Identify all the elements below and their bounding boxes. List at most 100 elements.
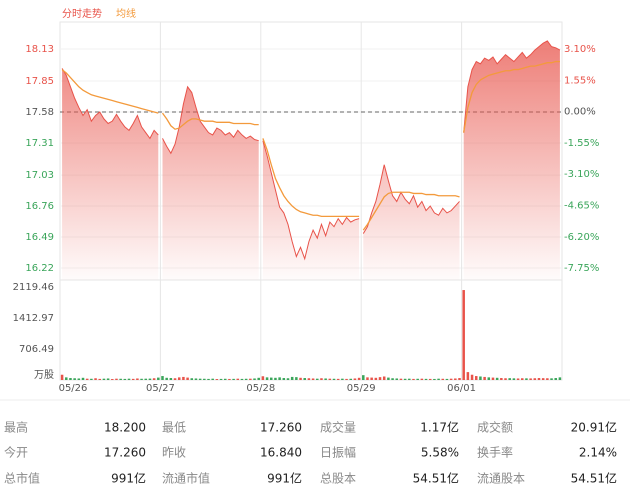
volume-bar (428, 378, 432, 380)
volume-bar (286, 378, 290, 380)
volume-bar (512, 378, 516, 380)
volume-bar (98, 378, 101, 380)
volume-bar (546, 378, 549, 380)
volume-bar (215, 379, 219, 380)
volume-bar (111, 379, 114, 380)
volume-bar (525, 378, 528, 380)
y2-tick-label: -6.20% (564, 232, 599, 243)
volume-bar (169, 378, 173, 380)
volume-bar (474, 376, 478, 380)
volume-bar (420, 378, 424, 380)
stat-label: 日振幅 (320, 445, 356, 460)
volume-bar (85, 378, 89, 380)
y2-tick-label: -3.10% (564, 169, 599, 180)
volume-bar (382, 376, 386, 380)
volume-bar (366, 377, 369, 380)
volume-bar (387, 377, 390, 380)
volume-bar (123, 378, 127, 380)
stat-value: 991亿 (111, 471, 146, 486)
y-tick-label: 16.49 (25, 232, 54, 243)
volume-bar (190, 378, 194, 380)
y-tick-label: 16.22 (25, 263, 54, 274)
volume-bar (504, 378, 507, 380)
volume-bar (278, 377, 281, 380)
stat-label: 总股本 (320, 472, 356, 486)
volume-tick-label: 1412.97 (13, 313, 54, 324)
volume-bar (491, 377, 495, 380)
volume-bar (395, 378, 399, 380)
y2-tick-label: -7.75% (564, 263, 599, 274)
volume-bar (265, 377, 269, 380)
volume-tick-label: 万股 (34, 369, 54, 381)
volume-bar (316, 378, 319, 380)
volume-bar (378, 377, 382, 380)
volume-bar (299, 377, 302, 380)
volume-bar (211, 378, 214, 380)
legend-label[interactable]: 分时走势 (62, 7, 102, 20)
stat-label: 最低 (162, 421, 186, 435)
price-area (62, 40, 560, 280)
y2-tick-label: 3.10% (564, 44, 596, 55)
volume-bar (349, 378, 352, 380)
stat-value: 5.58% (421, 446, 459, 460)
volume-bar (232, 378, 235, 380)
volume-bar (60, 374, 64, 380)
volume-bar (483, 376, 486, 380)
volume-bar (449, 378, 453, 380)
stat-value: 54.51亿 (571, 471, 617, 486)
volume-bar (341, 378, 344, 380)
volume-bar (324, 378, 327, 380)
volume-bar (140, 378, 143, 380)
volume-bar (466, 372, 470, 380)
volume-bar (462, 290, 465, 380)
volume-bar (533, 378, 537, 380)
volume-bar (253, 378, 256, 380)
y-tick-label: 16.76 (25, 201, 54, 212)
stat-label: 成交额 (477, 420, 513, 435)
volume-bar (311, 378, 315, 380)
volume-bar (244, 378, 248, 380)
stat-value: 991亿 (267, 471, 302, 486)
volume-bar (203, 378, 206, 380)
volume-bar (182, 376, 185, 380)
volume-bar (290, 376, 294, 380)
y2-tick-label: -1.55% (564, 138, 599, 149)
volume-bar (487, 377, 491, 380)
volume-bar (370, 377, 373, 380)
volume-bar (115, 378, 118, 380)
volume-bar (65, 377, 68, 380)
average-line (61, 60, 560, 231)
volume-bar (441, 378, 445, 380)
volume-bar (295, 377, 298, 380)
stat-label: 最高 (4, 420, 28, 435)
volume-bar (119, 378, 122, 380)
stat-value: 17.260 (104, 446, 146, 460)
volume-bar (228, 378, 231, 380)
volume-bar (332, 378, 336, 380)
volume-bar (106, 378, 110, 380)
volume-bar (416, 378, 419, 380)
volume-bar (345, 378, 348, 380)
volume-bar (307, 378, 311, 380)
stat-value: 1.17亿 (420, 420, 459, 435)
volume-bar (73, 378, 76, 380)
stat-label: 流通股本 (477, 472, 525, 486)
volume-bar (362, 375, 365, 380)
volume-tick-label: 706.49 (19, 344, 54, 355)
x-tick-label: 05/29 (347, 383, 376, 394)
price-line (61, 40, 561, 261)
volume-bar (508, 378, 511, 380)
volume-bar (257, 377, 260, 380)
legend-label[interactable]: 均线 (116, 7, 136, 20)
y-tick-label: 17.03 (25, 170, 54, 181)
y2-tick-label: -4.65% (564, 201, 599, 212)
stat-value: 20.91亿 (571, 420, 617, 435)
volume-bar (131, 378, 135, 380)
volume-bar (165, 377, 168, 380)
volume-bar (261, 376, 265, 380)
volume-bar (282, 378, 286, 380)
x-tick-label: 06/01 (447, 383, 476, 394)
stat-value: 54.51亿 (413, 471, 459, 486)
